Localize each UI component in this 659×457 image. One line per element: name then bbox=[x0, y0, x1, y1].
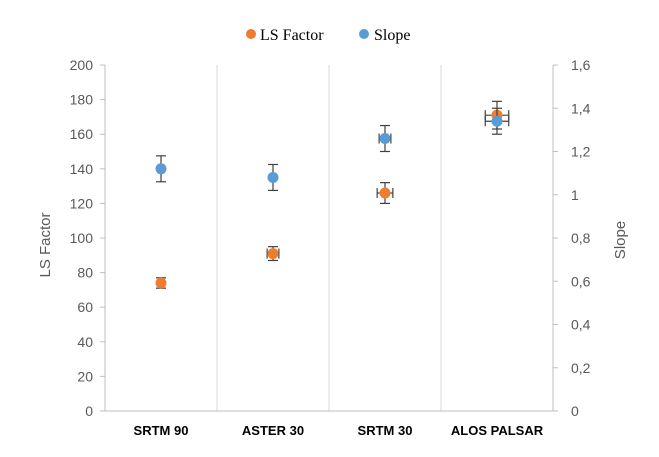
right-tick-label: 0,8 bbox=[571, 230, 591, 246]
left-tick-label: 120 bbox=[70, 195, 94, 211]
legend-label-slope: Slope bbox=[374, 27, 410, 44]
data-point bbox=[155, 277, 167, 289]
series-ls-factor bbox=[155, 100, 510, 289]
left-tick-label: 60 bbox=[77, 299, 93, 315]
series-slope bbox=[155, 107, 510, 192]
right-tick-label: 0,6 bbox=[571, 273, 591, 289]
left-tick-label: 100 bbox=[70, 230, 94, 246]
right-tick-label: 0 bbox=[571, 403, 579, 419]
left-tick-label: 200 bbox=[70, 57, 94, 73]
category-label: ASTER 30 bbox=[242, 423, 304, 438]
left-tick-label: 40 bbox=[77, 334, 93, 350]
left-tick-label: 180 bbox=[70, 92, 94, 108]
right-tick-label: 0,2 bbox=[571, 360, 591, 376]
right-tick-label: 0,4 bbox=[571, 317, 591, 333]
data-point bbox=[155, 163, 167, 175]
right-tick-label: 1 bbox=[571, 187, 579, 203]
legend: LS Factor Slope bbox=[246, 27, 410, 44]
right-tick-label: 1,2 bbox=[571, 144, 591, 160]
left-tick-label: 0 bbox=[85, 403, 93, 419]
left-tick-label: 80 bbox=[77, 265, 93, 281]
legend-marker-slope bbox=[359, 29, 369, 39]
right-axis-ticks: 0 0,2 0,4 0,6 0,8 1 1,2 1,4 1,6 bbox=[553, 57, 591, 419]
category-label: SRTM 90 bbox=[134, 423, 189, 438]
left-tick-label: 160 bbox=[70, 126, 94, 142]
category-label: SRTM 30 bbox=[358, 423, 413, 438]
left-axis-title: LS Factor bbox=[37, 212, 54, 277]
left-tick-label: 20 bbox=[77, 368, 93, 384]
data-point bbox=[267, 171, 279, 183]
data-point bbox=[491, 115, 503, 127]
category-label: ALOS PALSAR bbox=[451, 423, 544, 438]
category-labels: SRTM 90 ASTER 30 SRTM 30 ALOS PALSAR bbox=[134, 423, 544, 438]
right-tick-label: 1,6 bbox=[571, 57, 591, 73]
grid bbox=[216, 65, 554, 411]
left-axis-ticks: 0 20 40 60 80 100 120 140 160 180 200 bbox=[70, 57, 105, 419]
data-point bbox=[379, 133, 391, 145]
data-point bbox=[379, 187, 391, 199]
series-layer bbox=[155, 100, 510, 289]
legend-marker-ls-factor bbox=[246, 29, 256, 39]
right-axis-title: Slope bbox=[612, 221, 629, 259]
right-tick-label: 1,4 bbox=[571, 100, 591, 116]
data-point bbox=[267, 248, 279, 260]
legend-label-ls-factor: LS Factor bbox=[260, 27, 324, 44]
left-tick-label: 140 bbox=[70, 161, 94, 177]
